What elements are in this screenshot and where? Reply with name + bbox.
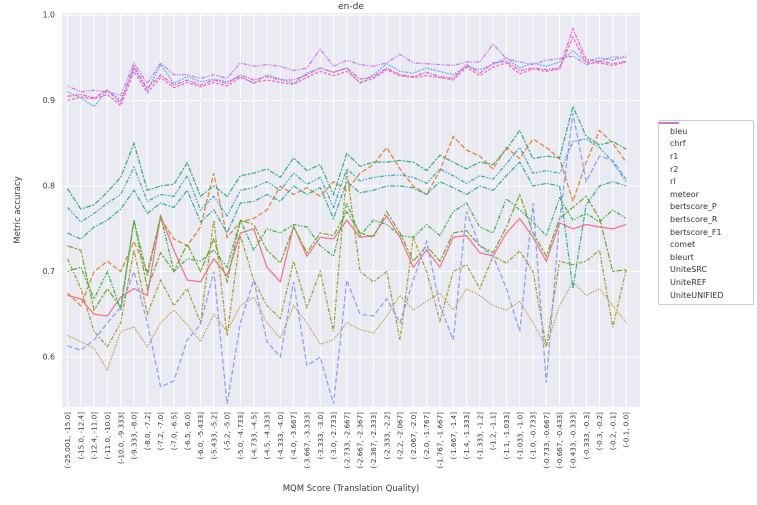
x-tick-label: (-2.733, -2.667] [342, 412, 351, 469]
x-tick-label: (-0.333, -0.3] [582, 412, 591, 460]
series-line-comet [67, 50, 627, 108]
series-line-rl [67, 192, 627, 312]
y-tick-label: 0.8 [43, 182, 55, 191]
legend-item-bleurt: bleurt [659, 122, 748, 264]
x-tick-label: (-7.2, -7.0] [156, 412, 165, 450]
legend-label: rl [670, 177, 676, 187]
legend-item-comet: comet [659, 122, 748, 251]
legend-label: chrf [670, 139, 686, 149]
series-line-bertscore_F1 [67, 138, 627, 223]
legend-label: bertscore_P [670, 202, 717, 212]
y-tick-label: 0.7 [43, 267, 55, 276]
series-line-bertscore_P [66, 104, 627, 210]
legend-item-bertscore_R: bertscore_R [659, 122, 748, 226]
x-tick-label: (-12.4, -11.0] [90, 412, 99, 460]
x-tick-label: (-9.333, -8.0] [130, 412, 139, 460]
chart-title: en-de [338, 2, 364, 12]
legend-item-UniteSRC: UniteSRC [659, 122, 748, 277]
x-tick-label: (-0.1, 0.0] [622, 412, 631, 448]
legend-label: bleurt [670, 252, 694, 262]
x-tick-label: (-2.667, -2.367] [356, 412, 365, 469]
legend-label: bertscore_F1 [670, 227, 722, 237]
x-tick-label: (-1.333, -1.2] [475, 412, 484, 460]
x-tick-label: (-5.433, -5.2] [209, 412, 218, 460]
x-tick-label: (-10.0, -9.333] [116, 412, 125, 464]
x-tick-labels: (-25.001, -15.0] (-15.0, -12.4] (-12.4, -1… [63, 412, 631, 469]
series-line-UniteUNIFIED [67, 35, 627, 107]
legend-item-bleu: bleu [659, 122, 748, 138]
legend-item-UniteREF: UniteREF [659, 122, 748, 289]
x-tick-label: (-0.433, -0.333] [569, 412, 578, 469]
x-tick-label: (-1.667, -1.4] [449, 412, 458, 460]
x-tick-label: (-1.033, -1.0] [515, 412, 524, 460]
x-tick-label: (-1.1, -1.033] [502, 412, 511, 460]
series-line-bleurt [67, 113, 627, 405]
x-tick-label: (-1.4, -1.333] [462, 412, 471, 460]
legend-item-bertscore_P: bertscore_P [659, 122, 748, 214]
x-tick-label: (-0.3, -0.2] [595, 412, 604, 450]
legend-item-meteor: meteor [659, 122, 748, 201]
y-tick-label: 1.0 [43, 11, 55, 20]
x-tick-label: (-0.2, -0.1] [608, 412, 617, 450]
x-tick-label: (-1.0, -0.733] [529, 412, 538, 460]
x-tick-label: (-7.0, -6.5] [170, 412, 179, 450]
y-tick-labels: 0.6 0.7 0.8 0.9 1.0 [43, 11, 55, 362]
x-tick-label: (-25.001, -15.0] [63, 412, 72, 469]
legend-label: UniteREF [670, 277, 707, 287]
x-tick-label: (-5.0, -4.733] [236, 412, 245, 460]
x-tick-label: (-0.733, -0.667] [542, 412, 551, 469]
legend-item-rl: rl [659, 122, 748, 188]
y-tick-label: 0.9 [43, 96, 55, 105]
legend-label: bertscore_R [670, 214, 718, 224]
x-tick-label: (-4.333, -4.0] [276, 412, 285, 460]
gridlines [62, 13, 640, 407]
x-tick-label: (-2.367, -2.333] [369, 412, 378, 469]
legend-label: bleu [670, 126, 688, 136]
x-tick-label: (-2.333, -2.2] [382, 412, 391, 460]
x-tick-label: (-2.2, -2.067] [396, 412, 405, 460]
x-tick-label: (-0.667, -0.433] [555, 412, 564, 469]
x-tick-label: (-3.0, -2.733] [329, 412, 338, 460]
legend-label: meteor [670, 189, 699, 199]
legend: bleu chrf r1 r2 rl meteor bertscore_P bertscore… [658, 120, 754, 306]
legend-line-swatch [659, 122, 679, 124]
series-line-r1 [67, 280, 627, 372]
series-line-UniteREF [67, 26, 627, 105]
series-line-meteor [67, 196, 627, 311]
legend-item-chrf: chrf [659, 122, 748, 151]
x-tick-label: (-4.733, -4.5] [249, 412, 258, 460]
x-tick-label: (-2.067, -2.0] [409, 412, 418, 460]
x-tick-label: (-6.5, -6.0] [183, 412, 192, 450]
x-tick-label: (-2.0, -1.767] [422, 412, 431, 460]
y-tick-label: 0.6 [43, 353, 55, 362]
legend-label: UniteUNIFIED [670, 290, 724, 300]
x-tick-label: (-4.0, -3.667] [289, 412, 298, 460]
legend-label: r2 [670, 164, 679, 174]
x-tick-label: (-15.0, -12.4] [76, 412, 85, 460]
legend-item-r1: r1 [659, 122, 748, 163]
x-tick-label: (-5.2, -5.0] [223, 412, 232, 450]
series-lines [66, 26, 627, 405]
x-tick-label: (-11.0, -10.0] [103, 412, 112, 460]
x-axis-label: MQM Score (Translation Quality) [283, 484, 420, 494]
x-tick-label: (-6.0, -5.433] [196, 412, 205, 460]
legend-item-r2: r2 [659, 122, 748, 176]
series-line-UniteSRC [67, 43, 627, 97]
x-tick-label: (-1.767, -1.667] [436, 412, 445, 469]
legend-label: comet [670, 240, 696, 250]
legend-label: r1 [670, 151, 679, 161]
x-tick-label: (-1.2, -1.1] [489, 412, 498, 450]
x-tick-label: (-3.667, -3.333] [303, 412, 312, 469]
x-tick-label: (-8.0, -7.2] [143, 412, 152, 450]
legend-item-UniteUNIFIED: UniteUNIFIED [659, 122, 748, 302]
x-tick-label: (-3.333, -3.0] [316, 412, 325, 460]
series-line-bertscore_R [67, 161, 627, 289]
x-tick-label: (-4.5, -4.333] [263, 412, 272, 460]
legend-label: UniteSRC [670, 265, 708, 275]
y-axis-label: Metric accuracy [13, 176, 23, 243]
legend-item-bertscore_F1: bertscore_F1 [659, 122, 748, 239]
